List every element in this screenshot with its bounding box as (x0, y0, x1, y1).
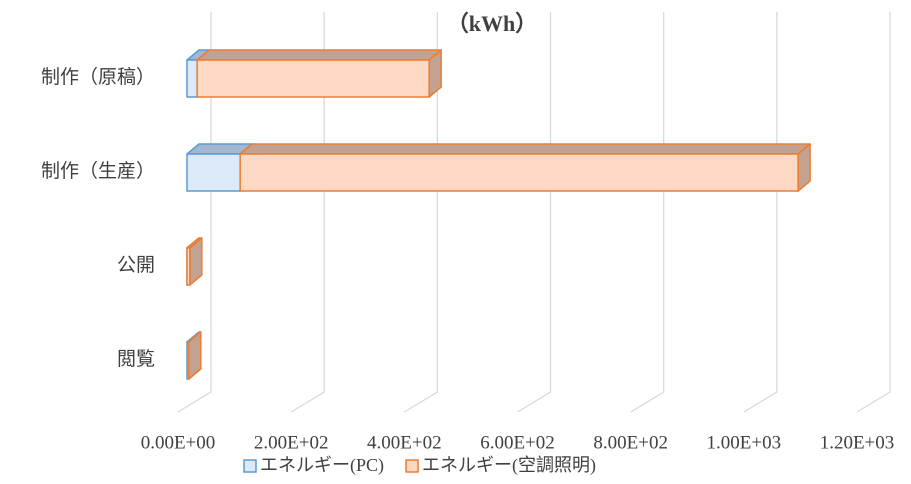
bar (196, 49, 442, 98)
x-tick-label: 1.00E+03 (707, 432, 782, 453)
bar-top (239, 143, 811, 155)
x-tick-label: 6.00E+02 (480, 432, 555, 453)
grid-line (856, 12, 891, 413)
x-tick-label: 0.00E+00 (141, 432, 216, 453)
grid-line (743, 12, 778, 413)
chart-title: （kWh） (447, 11, 537, 36)
bar-side (187, 331, 202, 380)
bar (186, 237, 203, 286)
y-tick-label: 閲覧 (117, 348, 155, 370)
bar-front (196, 59, 430, 98)
legend-swatch (405, 459, 419, 473)
x-tick-label: 1.20E+03 (820, 432, 895, 453)
grid-line (517, 12, 552, 413)
grid-line (290, 12, 325, 413)
x-tick-label: 8.00E+02 (593, 432, 668, 453)
bar (187, 331, 202, 380)
y-tick-label: 制作（生産） (41, 160, 155, 182)
legend-label: エネルギー(空調照明) (422, 455, 596, 476)
grid-line (177, 12, 212, 413)
grid-line (403, 12, 438, 413)
y-tick-label: 制作（原稿） (41, 66, 155, 88)
bar-front (186, 153, 241, 192)
x-tick-label: 4.00E+02 (367, 432, 442, 453)
y-tick-label: 公開 (117, 255, 155, 276)
bar-front (239, 153, 799, 192)
bar-front (186, 59, 198, 98)
bar-top (196, 49, 442, 61)
grid-line (630, 12, 665, 413)
bar (239, 143, 811, 192)
legend-label: エネルギー(PC) (260, 455, 384, 476)
x-tick-label: 2.00E+02 (254, 432, 329, 453)
legend-swatch (243, 459, 257, 473)
bar-front (186, 247, 191, 286)
